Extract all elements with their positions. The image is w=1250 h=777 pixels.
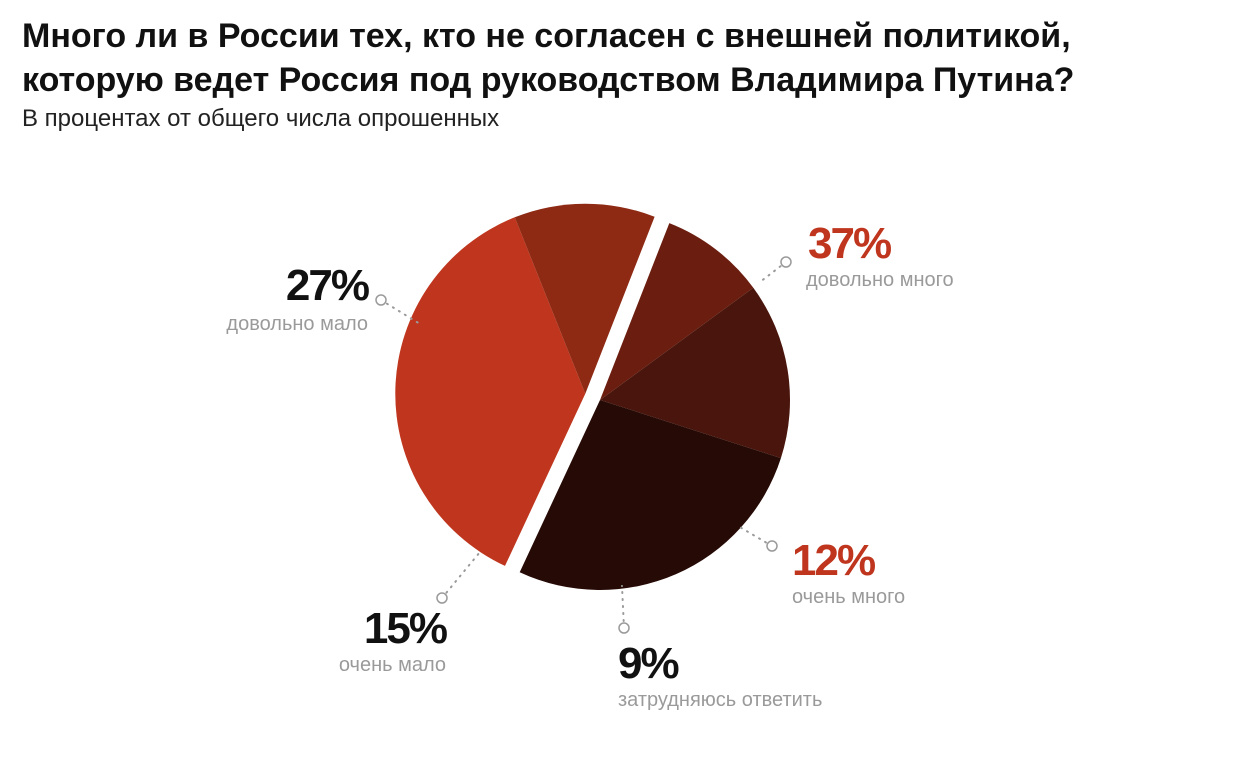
- leader-dot-rather-many: [780, 256, 792, 268]
- pie-slice-rather-many: [395, 217, 586, 566]
- data-label-rather-many: 37%: [808, 219, 891, 268]
- data-label-very-few: 15%: [364, 604, 447, 653]
- title-line-2: которую ведет Россия под руководством Вл…: [22, 61, 1075, 99]
- title-line-1: Много ли в России тех, кто не согласен с…: [22, 17, 1071, 55]
- category-label-very-few: очень мало: [339, 654, 446, 676]
- category-label-very-many: очень много: [792, 586, 905, 608]
- data-label-very-many: 12%: [792, 536, 875, 585]
- leader-line-rather-many: [759, 261, 787, 283]
- category-label-hard-to-say: затрудняюсь ответить: [618, 689, 822, 711]
- leader-dot-rather-few: [375, 294, 387, 306]
- data-label-rather-few: 27%: [286, 261, 369, 310]
- pie-slice-very-many: [514, 203, 655, 394]
- pie-slice-very-few: [600, 287, 790, 459]
- slice-labels: 37%довольно много 12%очень много 9%затрудн…: [226, 219, 953, 711]
- leader-line-very-few: [441, 551, 481, 599]
- leader-line-hard-to-say: [621, 585, 625, 629]
- leader-dot-hard-to-say: [618, 622, 630, 634]
- leader-line-rather-few: [380, 299, 421, 325]
- category-label-rather-few: довольно мало: [226, 313, 368, 335]
- leader-line-very-many: [737, 525, 773, 547]
- chart-subtitle: В процентах от общего числа опрошенных: [22, 105, 500, 132]
- leader-dot-very-few: [436, 592, 448, 604]
- leader-dot-very-many: [766, 540, 778, 552]
- category-label-rather-many: довольно много: [806, 269, 954, 291]
- pie-slices: [395, 203, 790, 590]
- leader-lines: [375, 256, 792, 634]
- pie-slice-hard-to-say: [600, 223, 754, 400]
- chart-title: Много ли в России тех, кто не согласен с…: [22, 14, 1222, 102]
- data-label-hard-to-say: 9%: [618, 639, 678, 688]
- pie-slice-rather-few: [519, 400, 781, 590]
